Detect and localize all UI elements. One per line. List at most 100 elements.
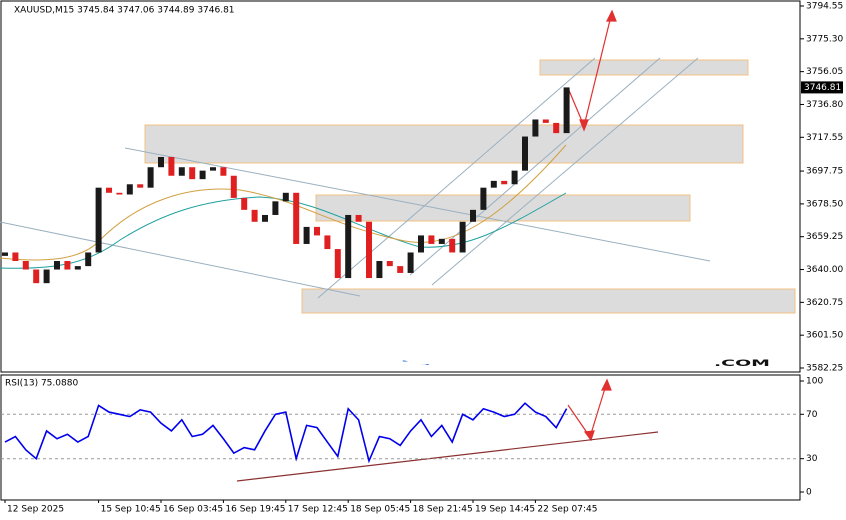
candle — [418, 235, 424, 253]
trendline — [124, 147, 711, 262]
candle — [438, 238, 445, 244]
candle — [449, 238, 456, 253]
candle — [334, 249, 341, 279]
y-tick-label: 3756.05 — [806, 67, 843, 77]
chart-title: XAUUSD,M15 3745.84 3747.06 3744.89 3746.… — [14, 6, 235, 16]
candle — [116, 192, 123, 195]
x-tick-label: 22 Sep 07:45 — [537, 505, 597, 515]
y-tick-label: 100 — [806, 377, 823, 387]
arrows — [567, 9, 617, 442]
candle — [397, 266, 404, 273]
candle — [314, 226, 320, 236]
watermark: .COM — [714, 359, 770, 369]
trendline — [317, 57, 596, 299]
candle — [158, 156, 164, 168]
candle — [137, 184, 144, 188]
x-tick-label: 19 Sep 14:45 — [475, 505, 535, 515]
candle — [376, 261, 383, 279]
y-tick-label: 0 — [806, 488, 812, 498]
y-tick-label: 3620.75 — [806, 298, 843, 308]
x-tick-label: 17 Sep 12:45 — [288, 505, 348, 515]
candle — [553, 122, 560, 134]
candle — [199, 170, 206, 180]
y-tick-label: 3736.80 — [806, 100, 843, 110]
watermark: INVESTOR — [368, 359, 712, 369]
candle — [54, 261, 60, 270]
arrow — [583, 15, 612, 127]
candle — [262, 214, 268, 222]
candle — [241, 197, 248, 210]
candle — [345, 214, 352, 279]
candle — [459, 221, 466, 253]
y-tick-label: 3697.75 — [806, 167, 843, 177]
y-tick-label: 3659.25 — [806, 232, 843, 242]
rsi-title: RSI(13) 75.0880 — [5, 379, 78, 389]
candle — [12, 252, 19, 262]
candle — [563, 87, 570, 134]
candle — [230, 175, 237, 198]
zone — [539, 59, 749, 76]
candle — [407, 252, 414, 273]
candle — [542, 119, 549, 123]
y-tick-label: 3794.55 — [806, 2, 843, 12]
candle — [33, 269, 40, 284]
main-frame — [0, 0, 801, 373]
candle — [428, 235, 435, 244]
y-tick-label: 30 — [806, 454, 818, 464]
y-tick-label: 70 — [806, 410, 818, 420]
x-tick-label: 15 Sep 10:45 — [101, 505, 161, 515]
candle — [480, 187, 487, 210]
watermark: BEL — [272, 359, 366, 369]
arrow-head — [601, 378, 612, 391]
rsi-frame — [0, 374, 801, 501]
candle — [126, 184, 133, 195]
candle — [532, 119, 539, 137]
zones — [144, 59, 796, 314]
y-tick-label: 3775.30 — [806, 34, 843, 44]
trendline — [431, 57, 699, 286]
candle — [366, 221, 372, 279]
x-tick-label: 16 Sep 19:45 — [225, 505, 285, 515]
candle — [251, 209, 258, 222]
trendlines — [0, 57, 711, 299]
current-price-box — [801, 81, 843, 94]
candle — [355, 214, 362, 222]
x-tick-label: 12 Sep 2025 — [7, 505, 64, 515]
y-tick-label: 3601.50 — [806, 331, 843, 341]
candle — [324, 235, 331, 250]
candle — [95, 187, 102, 253]
x-tick-label: 18 Sep 05:45 — [350, 505, 410, 515]
candle — [43, 269, 50, 284]
candle — [220, 167, 227, 176]
y-tick-label: 3717.55 — [806, 133, 843, 143]
candle — [64, 261, 71, 270]
candle — [490, 180, 497, 188]
candle — [85, 252, 92, 267]
x-tick-label: 16 Sep 03:45 — [163, 505, 223, 515]
candle — [522, 136, 528, 171]
zone — [315, 194, 691, 222]
candle — [511, 170, 518, 185]
candle — [178, 167, 185, 176]
arrow-head — [606, 9, 617, 22]
y-tick-label: 3640.00 — [806, 265, 843, 275]
candle — [282, 192, 289, 202]
candle — [74, 266, 81, 270]
moving-average — [0, 144, 567, 261]
candle — [210, 167, 216, 171]
y-tick-label: 3678.50 — [806, 199, 843, 209]
candle — [303, 226, 310, 244]
candle — [2, 252, 8, 256]
current-price-label: 3746.81 — [804, 83, 841, 93]
candle — [272, 201, 279, 215]
y-tick-label: 3582.25 — [806, 364, 843, 374]
zone — [144, 124, 744, 164]
x-tick-label: 18 Sep 21:45 — [413, 505, 473, 515]
candle — [147, 167, 154, 188]
trendline — [0, 221, 361, 297]
candle — [470, 209, 476, 222]
trendline — [409, 57, 661, 276]
candle — [22, 261, 29, 270]
